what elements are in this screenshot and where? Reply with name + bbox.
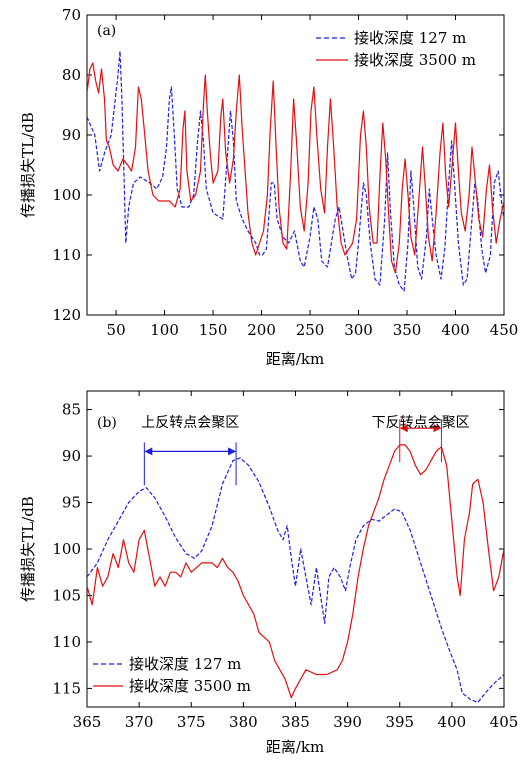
x-tick-label: 450: [490, 321, 519, 339]
y-tick-label: 95: [62, 494, 81, 512]
series-line-blue-b: [87, 457, 504, 703]
plot-frame-a: [86, 14, 505, 316]
x-axis-title-b: 距离/km: [266, 738, 324, 756]
legend-label-red-a: 接收深度 3500 m: [354, 51, 476, 69]
y-tick-label: 115: [52, 679, 81, 697]
x-tick-label: 50: [107, 321, 126, 339]
panel-label-a: (a): [97, 23, 116, 39]
y-tick-label: 90: [62, 126, 81, 144]
x-tick-label: 395: [385, 713, 414, 731]
y-tick-label: 105: [52, 586, 81, 604]
x-tick-label: 250: [296, 321, 325, 339]
series-line-blue-a: [87, 50, 504, 292]
y-tick-label: 100: [52, 540, 81, 558]
y-tick-label: 110: [52, 246, 81, 264]
ticks-b: 365 370 375 380 385 390 395 400 405 85 90 95 100 105 1…: [52, 391, 518, 731]
legend-label-blue-a: 接收深度 127 m: [354, 29, 466, 47]
x-tick-label: 390: [333, 713, 362, 731]
x-tick-label: 150: [199, 321, 228, 339]
annotation-label-1: 上反转点会聚区: [141, 415, 239, 431]
annotations-b: 上反转点会聚区 下反转点会聚区: [141, 415, 470, 486]
x-tick-label: 405: [490, 713, 519, 731]
y-tick-label: 85: [62, 401, 81, 419]
y-tick-label: 90: [62, 447, 81, 465]
x-tick-label: 100: [150, 321, 179, 339]
y-tick-label: 70: [62, 6, 81, 24]
x-tick-label: 350: [393, 321, 422, 339]
x-tick-label: 385: [281, 713, 310, 731]
x-tick-label: 365: [73, 713, 102, 731]
x-tick-label: 370: [125, 713, 154, 731]
series-line-red-a: [87, 62, 504, 274]
legend-a: 接收深度 127 m 接收深度 3500 m: [316, 29, 476, 69]
x-tick-label: 200: [247, 321, 276, 339]
x-tick-label: 380: [229, 713, 258, 731]
series-group-b: [87, 444, 504, 703]
y-tick-label: 110: [52, 633, 81, 651]
panel-label-b: (b): [97, 415, 117, 431]
y-axis-title-a: 传播损失TL/dB: [19, 112, 37, 218]
y-tick-label: 80: [62, 66, 81, 84]
legend-b: 接收深度 127 m 接收深度 3500 m: [93, 655, 251, 695]
legend-label-blue-b: 接收深度 127 m: [129, 655, 241, 673]
chart-panel-b: 365 370 375 380 385 390 395 400 405 85 90 95 100 105 1…: [19, 390, 518, 756]
x-tick-label: 300: [344, 321, 373, 339]
series-line-red-b: [87, 444, 504, 699]
series-group-a: [87, 50, 504, 292]
y-tick-label: 100: [52, 186, 81, 204]
x-axis-title-a: 距离/km: [266, 350, 324, 368]
x-tick-label: 400: [441, 321, 470, 339]
y-axis-title-b: 传播损失TL/dB: [19, 496, 37, 602]
legend-label-red-b: 接收深度 3500 m: [129, 677, 251, 695]
x-tick-label: 375: [177, 713, 206, 731]
y-tick-label: 120: [52, 306, 81, 324]
ticks-a: 50 100 150 200 250 300 350 400 450 70 80 90 100 110 12…: [52, 6, 518, 339]
chart-panel-a: 50 100 150 200 250 300 350 400 450 70 80 90 100 110 12…: [19, 6, 518, 368]
x-tick-label: 400: [438, 713, 467, 731]
annotation-label-2: 下反转点会聚区: [372, 415, 470, 431]
